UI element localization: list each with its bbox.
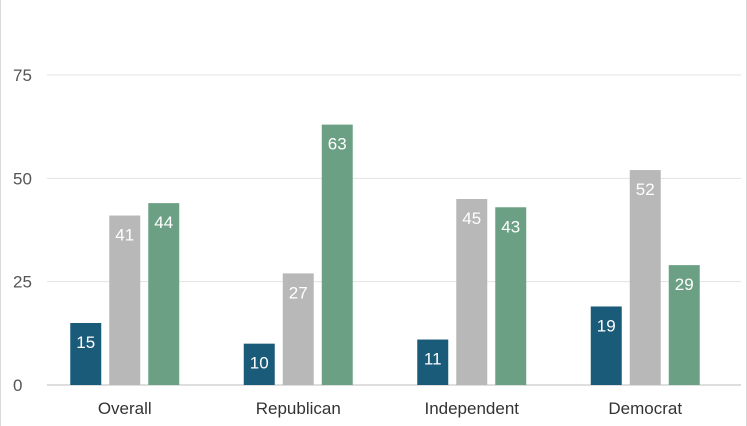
labels: 0 25 50 75 15 41 44 Overall 10 27 63 Republican 11 45… [13, 66, 694, 418]
bar-overall-1 [109, 215, 141, 385]
data-label: 29 [675, 275, 694, 294]
bar-republican-1 [282, 273, 314, 385]
bar-republican-0 [243, 343, 275, 385]
bar-democrat-1 [629, 170, 661, 385]
data-label: 10 [250, 354, 269, 373]
data-label: 15 [76, 333, 95, 352]
category-label-overall: Overall [98, 399, 152, 418]
y-tick-label: 25 [13, 273, 32, 292]
bar-independent-0 [417, 339, 449, 385]
bars [70, 124, 700, 385]
y-tick-label: 75 [13, 66, 32, 85]
category-label-democrat: Democrat [608, 399, 682, 418]
data-label: 43 [501, 217, 520, 236]
bar-democrat-2 [668, 265, 700, 385]
data-label: 19 [597, 316, 616, 335]
bar-independent-2 [495, 207, 527, 385]
y-tick-label: 50 [13, 169, 32, 188]
data-label: 63 [328, 135, 347, 154]
category-label-republican: Republican [256, 399, 341, 418]
data-label: 41 [115, 226, 134, 245]
bar-democrat-0 [590, 306, 622, 385]
category-label-independent: Independent [424, 399, 519, 418]
data-label: 45 [462, 209, 481, 228]
data-label: 52 [636, 180, 655, 199]
bar-republican-2 [321, 124, 353, 385]
data-label: 27 [289, 283, 308, 302]
data-label: 44 [154, 213, 173, 232]
bar-overall-2 [148, 203, 180, 385]
data-label: 11 [424, 350, 442, 369]
bar-independent-1 [456, 199, 488, 385]
bar-overall-0 [70, 323, 102, 385]
y-tick-label: 0 [13, 376, 22, 395]
